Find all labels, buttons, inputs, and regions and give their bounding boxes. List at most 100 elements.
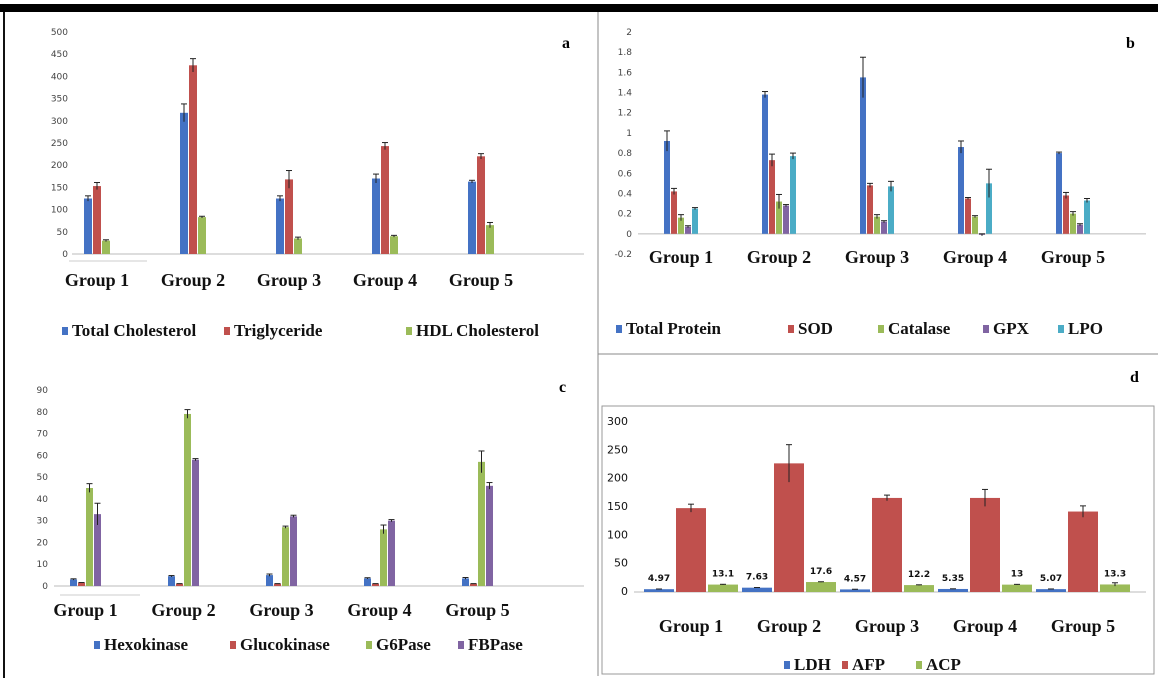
bar bbox=[468, 181, 476, 254]
category-label: Group 2 bbox=[151, 600, 215, 620]
bar bbox=[872, 497, 902, 592]
category-label: Group 2 bbox=[757, 616, 821, 636]
legend-swatch bbox=[230, 641, 236, 649]
legend-swatch bbox=[1058, 325, 1064, 333]
bar bbox=[380, 529, 387, 586]
bar bbox=[294, 238, 302, 254]
bar bbox=[276, 198, 284, 254]
legend-swatch bbox=[224, 327, 230, 335]
bar bbox=[102, 240, 110, 254]
y-tick-label: 200 bbox=[607, 472, 628, 485]
data-label: 17.6 bbox=[810, 567, 832, 577]
legend-swatch bbox=[366, 641, 372, 649]
legend-label: FBPase bbox=[468, 635, 523, 654]
bar bbox=[477, 156, 485, 254]
y-tick-label: 60 bbox=[37, 451, 49, 461]
data-label: 4.97 bbox=[648, 574, 670, 584]
bar bbox=[78, 582, 85, 586]
category-label: Group 5 bbox=[1041, 247, 1105, 267]
legend-label: HDL Cholesterol bbox=[416, 321, 539, 340]
bar bbox=[486, 225, 494, 254]
y-tick-label: 250 bbox=[51, 139, 68, 149]
y-tick-label: 0 bbox=[626, 230, 632, 240]
bar bbox=[381, 146, 389, 254]
y-tick-label: -0.2 bbox=[614, 250, 632, 260]
data-label: 13.3 bbox=[1104, 569, 1126, 579]
y-tick-label: 1.4 bbox=[618, 89, 633, 99]
bar bbox=[70, 579, 77, 586]
category-label: Group 3 bbox=[855, 616, 919, 636]
bar bbox=[1002, 584, 1032, 592]
y-tick-label: 450 bbox=[51, 50, 68, 60]
panel-d-plot-border bbox=[601, 405, 1155, 675]
panel-letter: c bbox=[559, 379, 566, 396]
category-label: Group 4 bbox=[943, 247, 1007, 267]
bar bbox=[86, 488, 93, 586]
bar bbox=[372, 178, 380, 254]
legend-swatch bbox=[878, 325, 884, 333]
category-label: Group 1 bbox=[649, 247, 713, 267]
y-tick-label: 0 bbox=[62, 250, 68, 260]
panel-a-chart: a 0 50 100 150 200 250 300 350 400 450 500 Group 1 Gr… bbox=[0, 4, 1158, 678]
bar bbox=[904, 585, 934, 592]
legend-label: Catalase bbox=[888, 319, 951, 338]
category-label: Group 2 bbox=[747, 247, 811, 267]
legend-swatch bbox=[788, 325, 794, 333]
y-tick-label: 100 bbox=[607, 528, 628, 541]
y-tick-label: 10 bbox=[37, 560, 49, 570]
bar bbox=[285, 179, 293, 254]
bar bbox=[867, 185, 873, 234]
bar bbox=[274, 583, 281, 586]
bar bbox=[1100, 584, 1130, 592]
bar bbox=[840, 589, 870, 592]
y-tick-label: 2 bbox=[626, 28, 632, 38]
y-tick-label: 200 bbox=[51, 161, 68, 171]
y-tick-label: 300 bbox=[51, 117, 68, 127]
category-label: Group 1 bbox=[65, 270, 129, 290]
legend-swatch bbox=[62, 327, 68, 335]
y-tick-label: 350 bbox=[51, 95, 68, 105]
bar bbox=[938, 588, 968, 592]
panel-c-svg: c 0 10 20 30 40 50 60 70 80 90 Group 1 Group 2 Group … bbox=[37, 379, 584, 654]
bar bbox=[486, 485, 493, 586]
y-tick-label: 250 bbox=[607, 443, 628, 456]
bar bbox=[462, 578, 469, 586]
data-label: 5.35 bbox=[942, 574, 964, 584]
y-tick-label: 30 bbox=[37, 517, 49, 527]
legend-label: ACP bbox=[926, 655, 961, 674]
bar bbox=[783, 205, 789, 234]
legend-label: LDH bbox=[794, 655, 831, 674]
bar bbox=[478, 461, 485, 586]
bar bbox=[742, 587, 772, 592]
legend-label: Hexokinase bbox=[104, 635, 189, 654]
y-tick-label: 80 bbox=[37, 408, 49, 418]
panel-b-chart: b -0.2 0 0.2 0.4 0.6 0.8 1 1.2 1.4 1.6 1.8 2 Group 1 G… bbox=[597, 12, 1158, 355]
y-tick-label: 100 bbox=[51, 206, 68, 216]
y-tick-label: 500 bbox=[51, 28, 68, 38]
data-label: 13.1 bbox=[712, 570, 734, 580]
legend-swatch bbox=[784, 661, 790, 669]
y-tick-label: 0.6 bbox=[618, 169, 633, 179]
legend-label: Triglyceride bbox=[234, 321, 323, 340]
bar bbox=[94, 514, 101, 586]
legend-label: Glucokinase bbox=[240, 635, 330, 654]
panel-d-svg: d 0 50 100 150 200 250 300 4.97 13.1 Group 1 7.63 17… bbox=[597, 352, 1155, 676]
panel-b-svg: b -0.2 0 0.2 0.4 0.6 0.8 1 1.2 1.4 1.6 1.8 2 Group 1 G… bbox=[597, 12, 1158, 355]
y-tick-label: 0.4 bbox=[618, 189, 633, 199]
data-label: 4.57 bbox=[844, 574, 866, 584]
bar bbox=[774, 463, 804, 592]
bar bbox=[874, 216, 880, 234]
bar bbox=[198, 217, 206, 254]
bar bbox=[692, 208, 698, 234]
bar bbox=[986, 183, 992, 234]
y-tick-label: 400 bbox=[51, 72, 68, 82]
legend-swatch bbox=[458, 641, 464, 649]
bar bbox=[1068, 511, 1098, 592]
bar bbox=[266, 575, 273, 586]
bar bbox=[372, 583, 379, 586]
y-tick-label: 0 bbox=[621, 585, 628, 598]
legend-swatch bbox=[616, 325, 622, 333]
y-tick-label: 1.6 bbox=[618, 68, 633, 78]
